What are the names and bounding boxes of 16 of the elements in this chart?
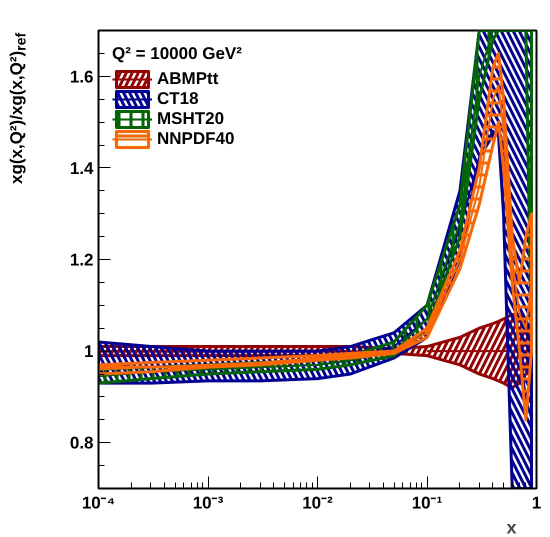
- legend-title: Q² = 10000 GeV²: [112, 44, 242, 64]
- legend-label: MSHT20: [157, 109, 224, 129]
- legend-label: NNPDF40: [157, 129, 234, 149]
- y-tick-label: 1: [84, 342, 94, 362]
- x-tick-label: 1: [532, 494, 542, 512]
- x-tick-label: 10⁻¹: [412, 494, 443, 512]
- x-axis-title: x: [506, 518, 517, 537]
- y-tick-label: 1.6: [70, 67, 94, 86]
- legend-label: CT18: [157, 89, 199, 109]
- y-tick-label: 1.2: [70, 250, 94, 270]
- x-tick-label: 10⁻³: [192, 494, 224, 512]
- legend-label: ABMPtt: [157, 69, 218, 89]
- x-tick-label: 10⁻⁴: [82, 494, 116, 512]
- y-tick-label: 0.8: [70, 434, 94, 453]
- x-tick-label: 10⁻²: [302, 494, 334, 512]
- y-tick-label: 1.4: [70, 158, 94, 178]
